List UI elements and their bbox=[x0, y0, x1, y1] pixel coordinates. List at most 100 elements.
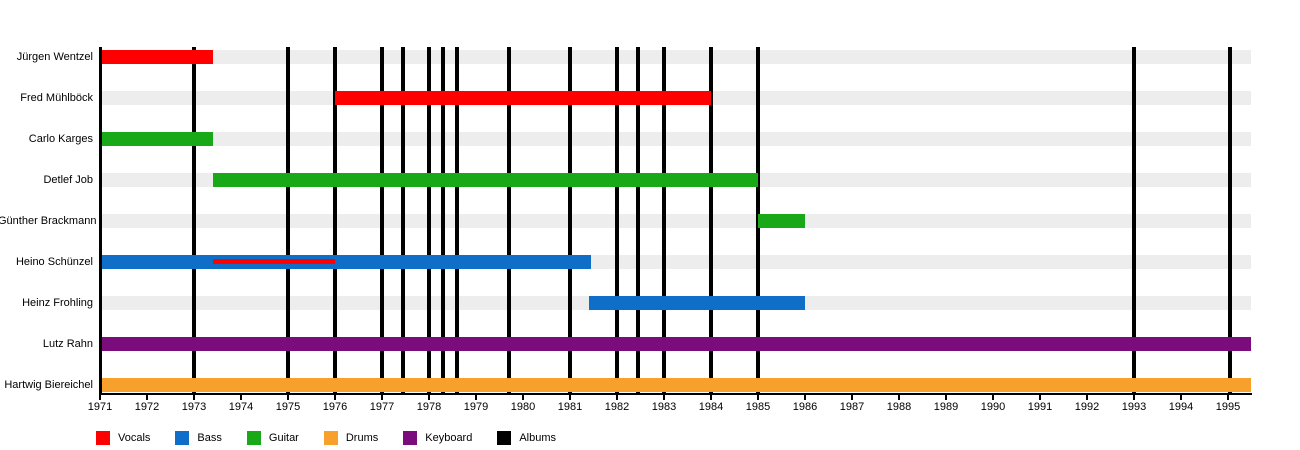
x-tick bbox=[1086, 395, 1088, 400]
x-tick bbox=[757, 395, 759, 400]
x-tick-label: 1980 bbox=[510, 401, 536, 413]
member-label: Hartwig Biereichel bbox=[4, 379, 93, 391]
member-bar-guitar bbox=[213, 173, 758, 187]
x-tick-label: 1976 bbox=[322, 401, 348, 413]
legend-item-albums: Albums bbox=[497, 431, 556, 445]
x-tick-label: 1971 bbox=[87, 401, 113, 413]
legend: Vocals Bass Guitar Drums Keyboard Albums bbox=[96, 431, 556, 445]
x-tick-label: 1993 bbox=[1121, 401, 1147, 413]
x-tick-label: 1973 bbox=[181, 401, 207, 413]
member-track bbox=[101, 50, 1251, 64]
album-line bbox=[441, 47, 445, 393]
legend-label: Bass bbox=[197, 432, 222, 444]
x-tick bbox=[146, 395, 148, 400]
album-line bbox=[1228, 47, 1232, 393]
member-label: Günther Brackmann bbox=[0, 215, 97, 227]
x-tick-label: 1992 bbox=[1074, 401, 1100, 413]
member-bar-drums bbox=[101, 378, 1251, 392]
legend-item-keyboard: Keyboard bbox=[403, 431, 472, 445]
member-bar-vocals bbox=[101, 50, 213, 64]
legend-item-drums: Drums bbox=[323, 431, 379, 445]
member-label: Lutz Rahn bbox=[42, 338, 93, 350]
x-tick bbox=[804, 395, 806, 400]
x-tick-label: 1988 bbox=[886, 401, 912, 413]
album-line bbox=[1132, 47, 1136, 393]
member-bar-guitar bbox=[758, 214, 805, 228]
x-tick-label: 1986 bbox=[792, 401, 818, 413]
legend-label: Albums bbox=[519, 432, 557, 444]
album-line bbox=[636, 47, 640, 393]
x-tick bbox=[334, 395, 336, 400]
x-tick bbox=[569, 395, 571, 400]
album-line bbox=[380, 47, 384, 393]
x-tick-label: 1979 bbox=[463, 401, 489, 413]
x-tick-label: 1981 bbox=[557, 401, 583, 413]
x-tick bbox=[851, 395, 853, 400]
legend-swatch-guitar bbox=[246, 431, 261, 445]
x-tick-label: 1984 bbox=[698, 401, 724, 413]
member-label: Heino Schünzel bbox=[15, 256, 93, 268]
member-bar-guitar bbox=[101, 132, 213, 146]
member-label: Fred Mühlböck bbox=[20, 92, 93, 104]
album-line bbox=[662, 47, 666, 393]
x-tick bbox=[710, 395, 712, 400]
legend-label: Drums bbox=[345, 432, 379, 444]
album-line bbox=[507, 47, 511, 393]
album-line bbox=[568, 47, 572, 393]
member-bar-bass bbox=[101, 255, 591, 269]
member-label: Heinz Frohling bbox=[22, 297, 93, 309]
x-tick bbox=[663, 395, 665, 400]
x-tick bbox=[522, 395, 524, 400]
member-label: Jürgen Wentzel bbox=[16, 51, 93, 63]
legend-swatch-vocals bbox=[96, 431, 110, 445]
x-tick bbox=[193, 395, 195, 400]
member-label: Detlef Job bbox=[43, 174, 93, 186]
album-line bbox=[401, 47, 405, 393]
x-tick bbox=[287, 395, 289, 400]
x-axis-line bbox=[99, 393, 1252, 395]
album-line bbox=[615, 47, 619, 393]
x-tick-label: 1983 bbox=[651, 401, 677, 413]
x-tick-label: 1972 bbox=[134, 401, 160, 413]
x-tick bbox=[898, 395, 900, 400]
x-tick bbox=[428, 395, 430, 400]
album-line bbox=[427, 47, 431, 393]
y-axis-line bbox=[99, 47, 102, 395]
x-tick bbox=[475, 395, 477, 400]
x-tick-label: 1982 bbox=[604, 401, 630, 413]
legend-swatch-albums bbox=[497, 431, 512, 445]
legend-swatch-bass bbox=[175, 431, 190, 445]
member-bar-vocals bbox=[213, 259, 335, 264]
x-tick-label: 1977 bbox=[369, 401, 395, 413]
legend-item-bass: Bass bbox=[175, 431, 222, 445]
x-tick-label: 1989 bbox=[933, 401, 959, 413]
album-line bbox=[333, 47, 337, 393]
album-line bbox=[455, 47, 459, 393]
x-tick bbox=[1039, 395, 1041, 400]
x-tick-label: 1985 bbox=[745, 401, 771, 413]
x-tick-label: 1994 bbox=[1168, 401, 1194, 413]
x-tick bbox=[1133, 395, 1135, 400]
member-bar-vocals bbox=[335, 91, 711, 105]
x-tick-label: 1974 bbox=[228, 401, 254, 413]
x-tick-label: 1978 bbox=[416, 401, 442, 413]
x-tick bbox=[1180, 395, 1182, 400]
x-tick bbox=[945, 395, 947, 400]
x-tick bbox=[381, 395, 383, 400]
member-track bbox=[101, 214, 1251, 228]
album-line bbox=[192, 47, 196, 393]
legend-label: Vocals bbox=[118, 432, 151, 444]
member-track bbox=[101, 132, 1251, 146]
x-tick bbox=[99, 395, 101, 400]
album-line bbox=[709, 47, 713, 393]
x-tick-label: 1991 bbox=[1027, 401, 1053, 413]
x-tick-label: 1975 bbox=[275, 401, 301, 413]
legend-item-vocals: Vocals bbox=[96, 431, 150, 445]
x-tick-label: 1995 bbox=[1215, 401, 1241, 413]
x-tick bbox=[616, 395, 618, 400]
legend-label: Keyboard bbox=[425, 432, 473, 444]
x-tick bbox=[1227, 395, 1229, 400]
album-line bbox=[286, 47, 290, 393]
x-tick-label: 1987 bbox=[839, 401, 865, 413]
legend-swatch-drums bbox=[323, 431, 338, 445]
